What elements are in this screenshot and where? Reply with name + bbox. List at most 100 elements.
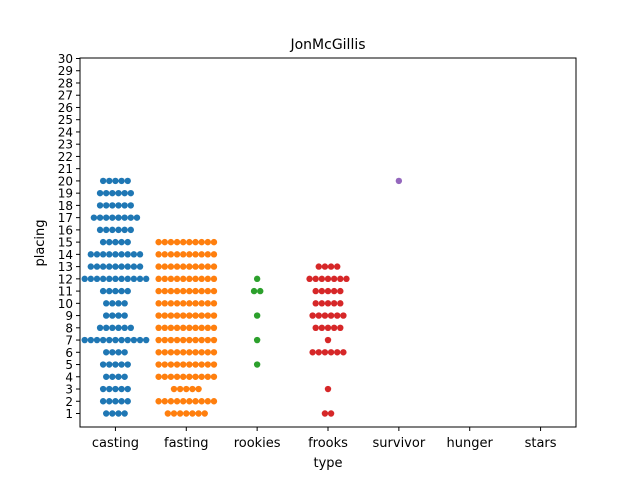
data-point-fasting [192,263,199,270]
y-tick-label: 3 [65,383,73,397]
data-point-fasting [192,251,199,258]
data-point-fasting [210,251,218,258]
data-point-casting [121,300,128,307]
data-point-casting [133,214,141,221]
data-point-fasting [173,263,181,270]
data-point-fasting [186,300,193,307]
data-point-fasting [161,238,168,246]
data-point-casting [115,214,122,221]
data-point-casting [118,336,125,344]
y-tick-label: 14 [58,248,73,262]
data-point-fasting [155,312,162,319]
y-tick-label: 15 [58,236,73,250]
y-tick-label: 17 [58,211,73,225]
y-tick-label: 2 [65,395,73,409]
data-point-fasting [198,373,205,380]
data-point-frooks [309,349,316,356]
data-point-frooks [324,324,332,332]
data-point-frooks [321,410,329,417]
data-point-casting [106,336,113,344]
data-point-fasting [161,324,168,332]
data-point-frooks [330,324,338,332]
data-point-fasting [167,336,175,344]
data-point-fasting [167,263,175,270]
data-point-fasting [161,336,168,344]
data-point-casting [124,398,131,405]
data-point-casting [109,312,116,319]
data-point-fasting [186,312,193,319]
data-point-fasting [155,336,162,344]
data-point-casting [103,373,110,380]
data-point-casting [121,373,128,380]
data-point-frooks [324,336,332,344]
data-point-fasting [180,287,187,295]
data-point-fasting [198,300,205,307]
y-tick-label: 16 [58,223,73,237]
data-point-casting [142,336,150,344]
data-point-casting [112,263,119,270]
data-point-casting [106,398,113,405]
data-point-fasting [210,349,218,356]
data-point-fasting [161,361,168,368]
data-point-fasting [155,349,162,356]
data-point-fasting [192,324,199,332]
data-point-casting [103,189,110,197]
data-point-frooks [321,349,329,356]
data-point-frooks [321,263,329,270]
data-point-frooks [306,275,313,283]
data-point-casting [81,336,88,344]
data-point-fasting [210,336,218,344]
data-point-fasting [155,263,162,270]
data-point-frooks [318,275,326,283]
data-point-fasting [155,324,162,332]
data-point-frooks [312,300,319,307]
data-point-casting [99,177,107,185]
data-point-fasting [167,373,175,380]
data-point-frooks [340,349,347,356]
data-point-fasting [186,324,193,332]
data-point-frooks [334,312,341,319]
data-point-casting [103,312,110,319]
x-axis-label: type [313,456,342,471]
data-point-casting [115,189,122,197]
data-point-fasting [167,275,175,283]
data-point-casting [87,251,95,258]
data-point-fasting [167,300,175,307]
data-point-frooks [337,287,344,295]
data-point-fasting [186,238,193,246]
data-point-rookies [253,275,261,283]
data-point-casting [109,373,116,380]
data-point-casting [112,275,119,283]
data-point-casting [112,336,119,344]
data-point-fasting [180,312,187,319]
y-tick-label: 28 [58,76,73,90]
x-tick-label: hunger [447,436,494,451]
data-point-frooks [330,275,338,283]
y-tick-label: 25 [58,113,73,127]
data-point-fasting [183,410,190,417]
data-point-fasting [210,324,218,332]
data-point-fasting [167,287,175,295]
data-point-frooks [343,275,350,283]
data-point-fasting [198,324,205,332]
data-point-frooks [324,385,332,393]
data-point-fasting [161,251,168,258]
data-point-fasting [173,287,181,295]
data-point-casting [121,349,128,356]
data-point-fasting [210,398,218,405]
y-tick-label: 29 [58,64,73,78]
data-point-casting [106,287,113,295]
y-tick-label: 6 [65,346,73,360]
data-point-fasting [173,373,181,380]
data-point-fasting [180,349,187,356]
data-point-casting [96,189,104,197]
data-point-fasting [186,263,193,270]
data-point-casting [121,324,128,332]
data-point-fasting [161,275,168,283]
data-point-fasting [186,287,193,295]
data-point-casting [115,349,122,356]
data-point-casting [124,263,131,270]
data-point-fasting [210,238,218,246]
data-point-casting [127,226,135,234]
